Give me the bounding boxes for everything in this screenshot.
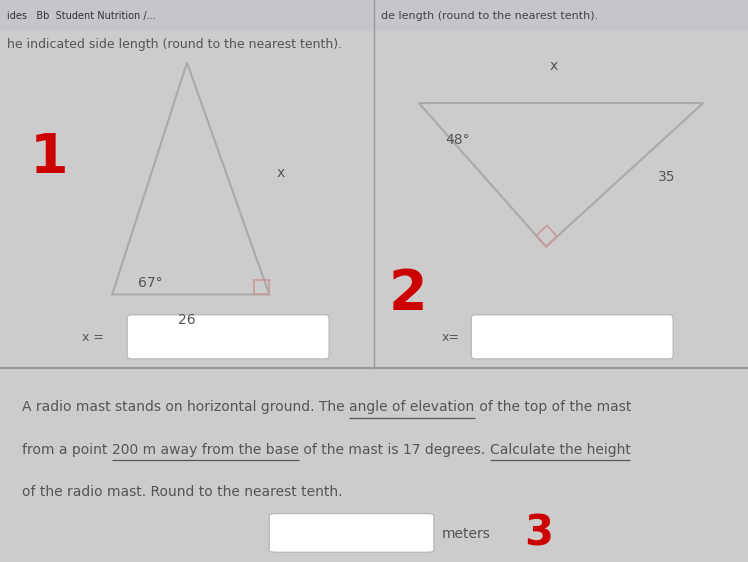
Text: x=: x= <box>441 331 459 344</box>
Text: 48°: 48° <box>445 133 470 147</box>
Text: meters: meters <box>441 527 490 541</box>
Text: 200 m away from the base: 200 m away from the base <box>112 442 299 456</box>
Text: Calculate the height: Calculate the height <box>489 442 631 456</box>
Text: ides   Bb  Student Nutrition /...: ides Bb Student Nutrition /... <box>7 11 156 21</box>
Text: 26: 26 <box>178 313 196 327</box>
Text: from a point: from a point <box>22 442 112 456</box>
Text: he indicated side length (round to the nearest tenth).: he indicated side length (round to the n… <box>7 38 343 51</box>
Text: de length (round to the nearest tenth).: de length (round to the nearest tenth). <box>381 11 598 21</box>
Text: 35: 35 <box>658 170 675 184</box>
Text: angle of elevation: angle of elevation <box>349 400 475 414</box>
Text: 2: 2 <box>388 268 427 321</box>
Text: of the mast is 17 degrees.: of the mast is 17 degrees. <box>299 442 489 456</box>
Text: 67°: 67° <box>138 277 163 291</box>
Text: x: x <box>549 59 558 73</box>
Text: of the radio mast. Round to the nearest tenth.: of the radio mast. Round to the nearest … <box>22 485 343 499</box>
FancyBboxPatch shape <box>269 514 434 552</box>
FancyBboxPatch shape <box>471 315 673 359</box>
Text: x: x <box>277 166 285 180</box>
FancyBboxPatch shape <box>374 0 748 31</box>
Text: 1: 1 <box>29 132 68 185</box>
FancyBboxPatch shape <box>127 315 329 359</box>
Text: A radio mast stands on horizontal ground. The: A radio mast stands on horizontal ground… <box>22 400 349 414</box>
FancyBboxPatch shape <box>0 0 374 31</box>
Text: of the top of the mast: of the top of the mast <box>475 400 631 414</box>
Text: 3: 3 <box>524 513 553 555</box>
Text: x =: x = <box>82 331 104 344</box>
